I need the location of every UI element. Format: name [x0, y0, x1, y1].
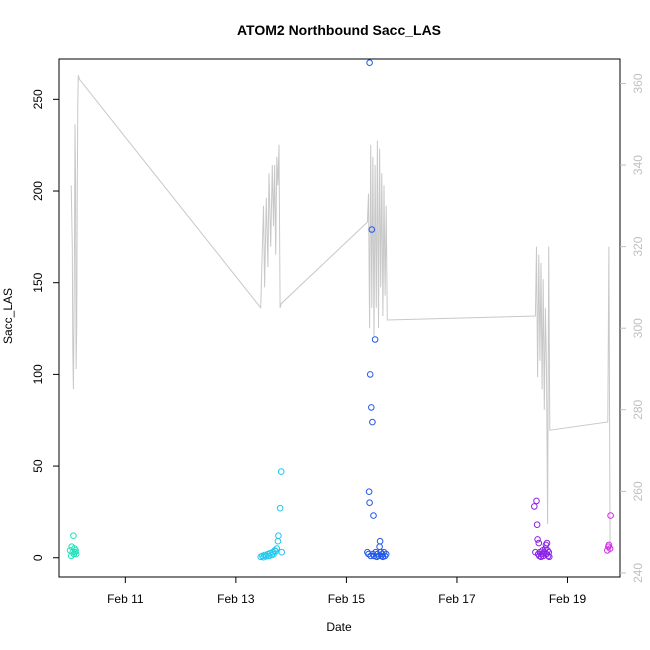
y-tick-label: 250 — [31, 89, 45, 109]
data-point — [531, 503, 538, 510]
data-point — [276, 504, 284, 512]
y2-tick-label: 240 — [631, 563, 645, 583]
data-point — [277, 468, 285, 475]
data-point — [368, 404, 375, 411]
data-point — [535, 539, 543, 547]
data-point — [533, 497, 540, 505]
y-tick-label: 200 — [31, 181, 45, 201]
y-tick-label: 100 — [31, 364, 45, 384]
y2-tick-label: 320 — [631, 236, 645, 256]
data-point — [371, 336, 379, 343]
data-point — [543, 539, 551, 547]
y-tick-label: 0 — [31, 554, 45, 561]
data-point — [606, 545, 614, 552]
line-layer — [70, 75, 611, 553]
data-point — [72, 547, 79, 554]
y-axis-left: 0 50 100 150 200 250 — [31, 89, 59, 561]
x-tick-label: Feb 15 — [328, 592, 366, 606]
y2-tick-label: 260 — [631, 481, 645, 501]
data-point — [366, 499, 373, 507]
data-point — [370, 512, 377, 519]
x-axis-label: Date — [326, 620, 352, 634]
data-point — [546, 553, 553, 561]
x-tick-label: Feb 11 — [107, 592, 144, 606]
data-point — [275, 532, 282, 540]
data-point — [382, 550, 390, 558]
data-point — [544, 552, 552, 560]
data-point — [534, 536, 541, 543]
x-tick-label: Feb 19 — [549, 592, 587, 606]
data-point — [366, 59, 373, 67]
data-point — [607, 512, 614, 519]
data-point — [368, 226, 376, 233]
line-series — [70, 75, 611, 553]
data-point — [70, 532, 77, 540]
data-point — [72, 550, 80, 558]
data-point — [369, 418, 376, 426]
y2-tick-label: 360 — [631, 73, 645, 93]
data-point — [365, 488, 373, 496]
points-layer — [66, 59, 614, 561]
data-point — [278, 548, 286, 556]
y2-tick-label: 340 — [631, 155, 645, 175]
data-point — [539, 552, 547, 560]
plot-frame — [58, 58, 621, 578]
x-tick-label: Feb 13 — [217, 592, 255, 606]
data-point — [366, 371, 374, 378]
x-axis: Feb 11 Feb 13 Feb 15 Feb 17 Feb 19 — [107, 577, 586, 606]
y2-tick-label: 280 — [631, 399, 645, 419]
y-tick-label: 50 — [31, 459, 45, 473]
y-axis-label: Sacc_LAS — [1, 288, 15, 344]
data-point — [605, 541, 613, 549]
data-point — [545, 548, 553, 556]
y-axis-right: 240 260 280 300 320 340 360 — [620, 73, 645, 583]
x-tick-label: Feb 17 — [438, 592, 476, 606]
y2-tick-label: 300 — [631, 318, 645, 338]
data-point — [273, 545, 281, 552]
data-point — [376, 543, 383, 551]
chart-title: ATOM2 Northbound Sacc_LAS — [237, 22, 441, 38]
data-point — [376, 537, 384, 545]
data-point — [533, 521, 541, 529]
y-tick-label: 150 — [31, 272, 45, 292]
data-point — [370, 552, 378, 560]
data-point — [274, 537, 282, 545]
